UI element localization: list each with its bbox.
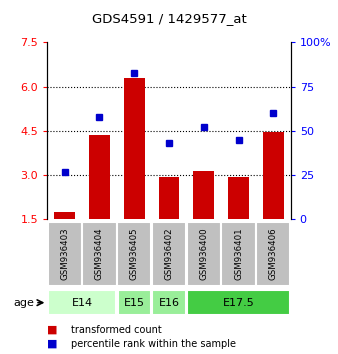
FancyBboxPatch shape [152,222,186,286]
Text: GSM936404: GSM936404 [95,228,104,280]
FancyBboxPatch shape [187,290,290,315]
Text: ■: ■ [47,325,58,335]
FancyBboxPatch shape [118,290,151,315]
Bar [89,136,110,219]
Bar [159,177,179,219]
Text: E15: E15 [124,298,145,308]
Text: ■: ■ [47,339,58,349]
FancyBboxPatch shape [117,222,151,286]
Bar [54,212,75,219]
Text: E16: E16 [159,298,179,308]
Bar [193,171,214,219]
Bar [263,132,284,219]
Text: GSM936402: GSM936402 [165,228,173,280]
Text: transformed count: transformed count [71,325,162,335]
Text: E17.5: E17.5 [223,298,255,308]
FancyBboxPatch shape [48,290,116,315]
Text: GSM936401: GSM936401 [234,228,243,280]
FancyBboxPatch shape [48,222,82,286]
FancyBboxPatch shape [152,290,186,315]
Text: age: age [13,298,34,308]
Text: E14: E14 [72,298,93,308]
Text: GDS4591 / 1429577_at: GDS4591 / 1429577_at [92,12,246,25]
Bar [124,78,145,219]
Text: GSM936406: GSM936406 [269,228,278,280]
Bar [228,177,249,219]
FancyBboxPatch shape [221,222,256,286]
Text: percentile rank within the sample: percentile rank within the sample [71,339,236,349]
Text: GSM936403: GSM936403 [60,228,69,280]
FancyBboxPatch shape [187,222,221,286]
Text: GSM936400: GSM936400 [199,228,208,280]
FancyBboxPatch shape [82,222,117,286]
FancyBboxPatch shape [256,222,290,286]
Text: GSM936405: GSM936405 [130,228,139,280]
